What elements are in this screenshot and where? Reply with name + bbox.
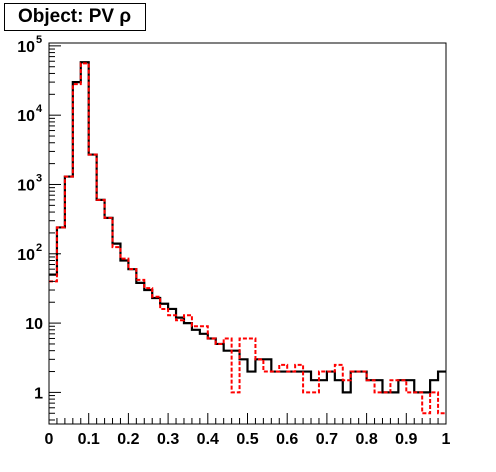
y-tick-label: 10: [17, 39, 35, 56]
y-tick-label: 10: [17, 177, 35, 194]
x-tick-label: 0: [45, 431, 54, 448]
y-tick-label: 10: [25, 316, 43, 333]
x-tick-label: 0.6: [276, 431, 298, 448]
histogram-series-1: [49, 61, 446, 394]
x-tick-label: 0.2: [117, 431, 139, 448]
y-tick-exponent: 3: [36, 172, 42, 184]
x-tick-label: 0.5: [236, 431, 258, 448]
x-tick-label: 1: [442, 431, 451, 448]
x-tick-label: 0.8: [355, 431, 377, 448]
x-tick-label: 0.3: [157, 431, 179, 448]
series-layer: [49, 61, 446, 415]
x-tick-label: 0.7: [316, 431, 338, 448]
y-tick-label: 10: [17, 108, 35, 125]
y-tick-exponent: 5: [36, 34, 42, 46]
x-tick-label: 0.4: [197, 431, 219, 448]
chart-title: Object: PV ρ: [4, 3, 146, 31]
y-tick-exponent: 4: [36, 103, 43, 115]
y-tick-exponent: 2: [36, 242, 42, 254]
x-tick-label: 0.1: [78, 431, 100, 448]
y-tick-label: 1: [34, 385, 43, 402]
y-tick-label: 10: [17, 247, 35, 264]
histogram-series-2: [49, 62, 446, 415]
x-tick-label: 0.9: [395, 431, 417, 448]
